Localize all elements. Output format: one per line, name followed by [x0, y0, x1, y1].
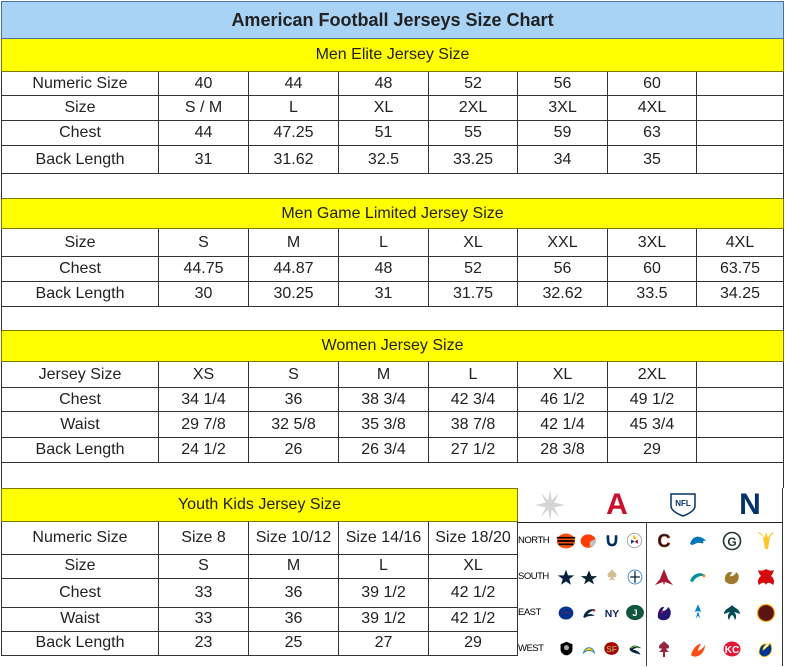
svg-text:KC: KC	[725, 645, 739, 656]
svg-text:C: C	[658, 531, 671, 551]
svg-text:A: A	[606, 490, 628, 520]
svg-text:SF: SF	[607, 644, 618, 654]
svg-text:G: G	[727, 535, 736, 549]
svg-text:J: J	[632, 608, 637, 618]
svg-text:N: N	[739, 490, 761, 520]
svg-text:NY: NY	[605, 609, 620, 620]
svg-text:NFL: NFL	[675, 499, 691, 508]
